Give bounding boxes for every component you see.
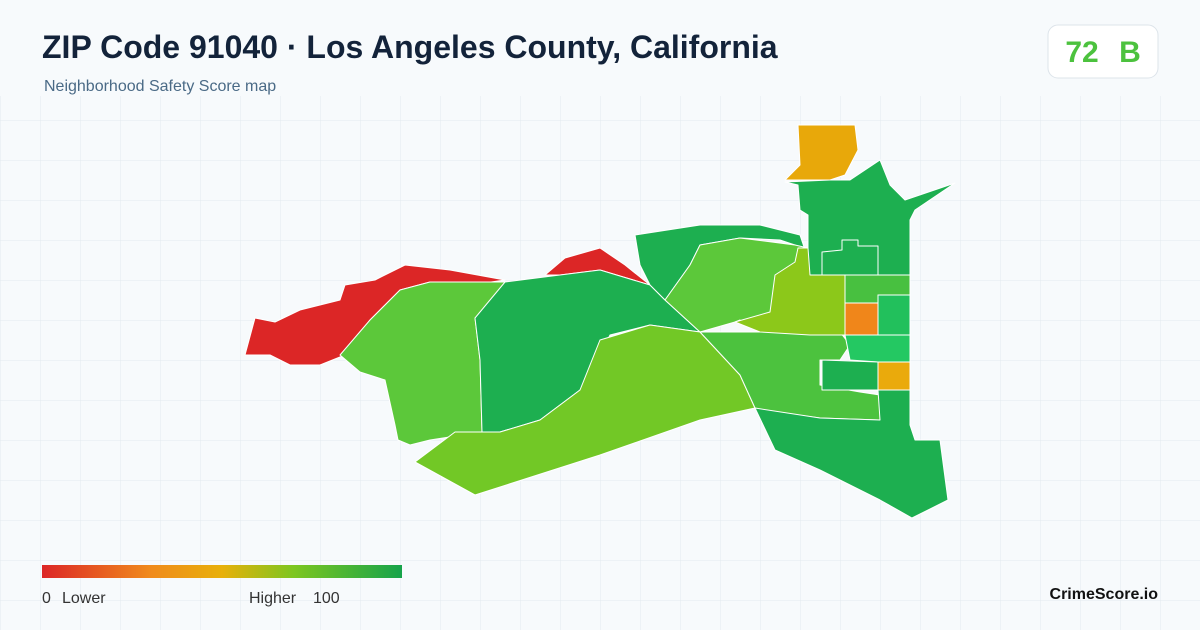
zone xyxy=(821,359,879,391)
brand: CrimeScore.io xyxy=(1050,586,1159,603)
zone xyxy=(634,224,806,301)
score-value: 72 xyxy=(1065,36,1098,69)
legend-max: 100 xyxy=(313,590,340,607)
title: ZIP Code 91040 · Los Angeles County, Cal… xyxy=(42,29,778,65)
score-badge xyxy=(1047,24,1159,79)
zone xyxy=(844,334,911,363)
zone xyxy=(821,239,879,276)
zone xyxy=(784,124,859,181)
zone xyxy=(754,389,949,519)
zone xyxy=(877,361,911,391)
legend-min: 0 xyxy=(42,590,51,607)
legend-bar xyxy=(42,565,402,578)
subtitle: Neighborhood Safety Score map xyxy=(44,78,276,95)
zone xyxy=(877,294,911,336)
zone xyxy=(734,247,846,336)
legend-min-label: Lower xyxy=(62,590,106,607)
map xyxy=(244,124,956,519)
zone xyxy=(784,159,956,276)
zone xyxy=(414,324,756,496)
zone xyxy=(844,302,879,336)
score-grade: B xyxy=(1119,36,1141,69)
legend-max-label: Higher xyxy=(249,590,297,607)
